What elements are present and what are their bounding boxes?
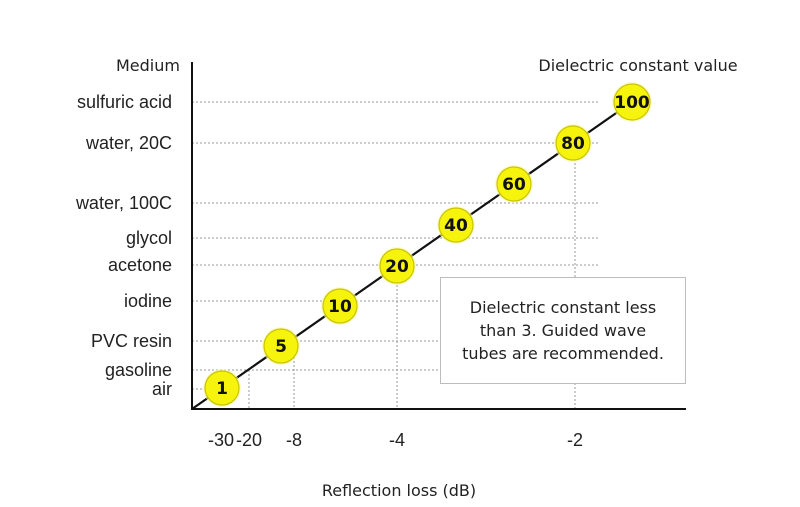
- data-point-marker: [263, 328, 299, 364]
- x-tick-labels: -30 -20 -8 -4 -2: [208, 430, 583, 450]
- x-tick-label: -30: [208, 430, 234, 450]
- medium-label: glycol: [126, 228, 172, 248]
- data-point-marker: [438, 207, 474, 243]
- medium-label: water, 100C: [75, 193, 172, 213]
- data-point-label: 5: [275, 337, 287, 357]
- data-point-marker: [555, 125, 591, 161]
- series-title: Dielectric constant value: [538, 56, 737, 75]
- data-point-label: 60: [502, 175, 526, 195]
- data-point-label: 40: [444, 216, 468, 236]
- x-tick-label: -8: [286, 430, 302, 450]
- x-tick-label: -2: [567, 430, 583, 450]
- note-box: Dielectric constant less than 3. Guided …: [440, 277, 686, 384]
- note-text: Dielectric constant less than 3. Guided …: [462, 298, 664, 363]
- medium-label: PVC resin: [91, 331, 172, 351]
- x-tick-label: -20: [236, 430, 262, 450]
- data-point-marker: [496, 166, 532, 202]
- x-axis-title: Reflection loss (dB): [322, 481, 476, 500]
- data-point-marker: [204, 370, 240, 406]
- medium-label: air: [152, 379, 172, 399]
- data-point-marker: [379, 248, 415, 284]
- y-axis-title: Medium: [116, 56, 180, 75]
- medium-label: iodine: [124, 291, 172, 311]
- medium-labels: sulfuric acid water, 20C water, 100C glycol…: [75, 92, 172, 399]
- medium-label: sulfuric acid: [77, 92, 172, 112]
- x-tick-label: -4: [389, 430, 405, 450]
- data-point-marker: [322, 288, 358, 324]
- data-points: 1 5 10 20 40 60 80 100: [203, 82, 652, 407]
- axes: [191, 62, 686, 410]
- data-point-marker: [613, 83, 651, 121]
- data-point-label: 20: [385, 257, 409, 277]
- medium-label: water, 20C: [85, 133, 172, 153]
- medium-label: gasoline: [105, 360, 172, 380]
- data-point-label: 10: [328, 297, 352, 317]
- medium-label: acetone: [108, 255, 172, 275]
- data-point-label: 1: [216, 379, 228, 399]
- data-point-label: 80: [561, 134, 585, 154]
- data-point-label: 100: [614, 93, 650, 113]
